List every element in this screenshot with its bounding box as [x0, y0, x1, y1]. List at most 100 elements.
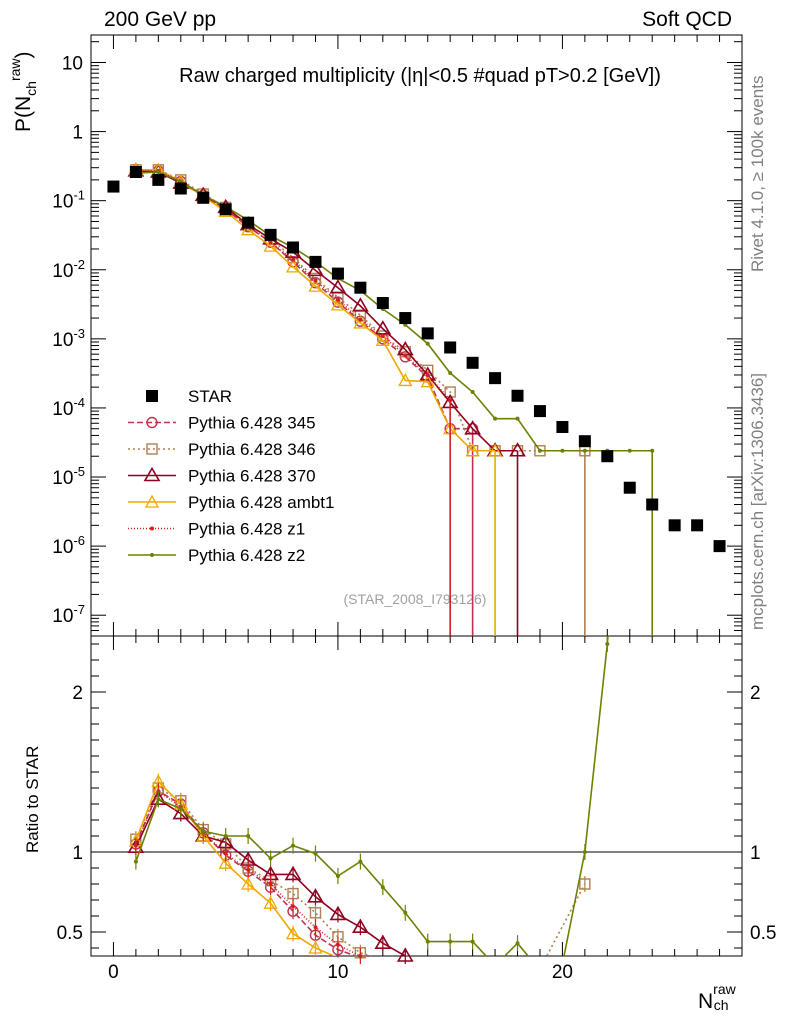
ratio-point-z2: [156, 797, 161, 802]
ratio-point-z2: [291, 843, 296, 848]
ratio-line-p346: [135, 786, 586, 956]
point-z2: [178, 179, 183, 184]
point-z2: [515, 416, 520, 421]
point-star: [107, 180, 120, 193]
point-star: [489, 372, 502, 385]
series-line-p345: [135, 170, 473, 430]
point-star: [354, 281, 367, 294]
ratio-point-ambt1: [241, 876, 256, 890]
analysis-watermark: (STAR_2008_I793126): [344, 591, 487, 607]
ratio-point-z1: [335, 942, 340, 947]
point-star: [466, 356, 479, 369]
point-z2: [627, 448, 632, 453]
point-z2: [448, 371, 453, 376]
y-axis-label: P(Nchraw): [7, 51, 39, 132]
point-p370: [419, 366, 437, 381]
point-ambt1: [263, 238, 278, 252]
ratio-point-ambt1: [263, 895, 278, 909]
point-star: [264, 228, 277, 241]
point-star: [219, 203, 232, 216]
legend-marker-ambt1: [144, 494, 160, 508]
point-p370: [307, 261, 324, 277]
point-star: [287, 241, 300, 254]
ratio-point-z1: [133, 843, 138, 848]
ratio-tick-label-right: 0.5: [750, 923, 776, 944]
point-star: [376, 297, 389, 310]
y-tick-label: 10-3: [52, 326, 85, 351]
legend-label-p346: Pythia 6.428 346: [188, 440, 316, 459]
ratio-point-z1: [313, 925, 318, 930]
ratio-point-z2: [335, 874, 340, 878]
point-ambt1: [330, 297, 346, 311]
y-tick-label: 10-6: [52, 533, 85, 558]
y-tick-label: 10-1: [52, 188, 85, 213]
point-z1: [403, 353, 408, 358]
legend-label-ambt1: Pythia 6.428 ambt1: [188, 493, 334, 512]
point-z1: [268, 240, 273, 245]
point-ambt1: [353, 315, 368, 329]
ratio-point-ambt1: [218, 855, 233, 869]
point-z2: [582, 448, 587, 453]
ratio-point-z1: [246, 867, 251, 872]
point-star: [646, 498, 659, 511]
point-z2: [493, 416, 498, 421]
point-z1: [380, 333, 385, 338]
point-star: [331, 267, 344, 280]
ratio-tick-label: 1: [72, 843, 83, 864]
point-p370: [329, 279, 347, 294]
point-star: [668, 519, 681, 532]
point-z1: [335, 297, 340, 302]
ratio-point-z2: [358, 859, 363, 864]
point-ambt1: [398, 373, 413, 387]
y-tick-label: 10-7: [52, 602, 85, 627]
point-p346: [309, 272, 322, 285]
point-star: [174, 182, 187, 195]
point-star: [399, 312, 412, 325]
ratio-point-ambt1: [285, 926, 301, 940]
ratio-point-z2: [133, 859, 138, 864]
header-right: Soft QCD: [642, 8, 732, 31]
ratio-point-p370: [351, 918, 369, 934]
point-star: [309, 255, 322, 268]
ratio-plot-frame: [90, 635, 743, 957]
point-z2: [537, 448, 542, 453]
series-line-z2: [135, 171, 653, 452]
point-ambt1: [241, 222, 256, 236]
ratio-point-p346: [579, 878, 591, 890]
point-z2: [425, 341, 430, 346]
point-star: [444, 341, 457, 354]
legend-marker-z2: [150, 553, 154, 557]
legend-marker-z1: [150, 526, 154, 531]
ratio-point-p370: [284, 865, 302, 881]
series-line-z1: [135, 170, 451, 401]
legend-label-z2: Pythia 6.428 z2: [188, 546, 305, 565]
ratio-point-z2: [223, 834, 228, 838]
ratio-point-z2: [313, 851, 318, 856]
ratio-line-p345: [135, 790, 359, 956]
ratio-point-z2: [380, 885, 385, 890]
legend-label-z1: Pythia 6.428 z1: [188, 520, 305, 539]
ratio-line-z2: [135, 636, 609, 956]
point-star: [601, 450, 614, 463]
ratio-point-z2: [268, 856, 273, 861]
point-star: [129, 166, 142, 179]
point-star: [152, 173, 165, 186]
ratio-point-z2: [582, 850, 587, 854]
point-z2: [156, 170, 161, 175]
point-ambt1: [285, 259, 301, 273]
point-z2: [560, 448, 565, 453]
ratio-point-z2: [470, 939, 475, 944]
ratio-line-p370: [135, 798, 408, 956]
point-star: [556, 420, 569, 433]
point-star: [623, 481, 636, 494]
point-star: [533, 405, 546, 418]
plot-title: Raw charged multiplicity (|η|<0.5 #quad …: [179, 65, 661, 87]
point-star: [242, 216, 255, 229]
y-tick-label: 10-2: [52, 257, 85, 282]
point-star: [578, 435, 591, 448]
ratio-tick-label: 0.5: [57, 923, 83, 944]
point-star: [713, 540, 726, 553]
y-tick-label: 10: [62, 53, 83, 74]
ratio-point-z1: [291, 904, 296, 909]
